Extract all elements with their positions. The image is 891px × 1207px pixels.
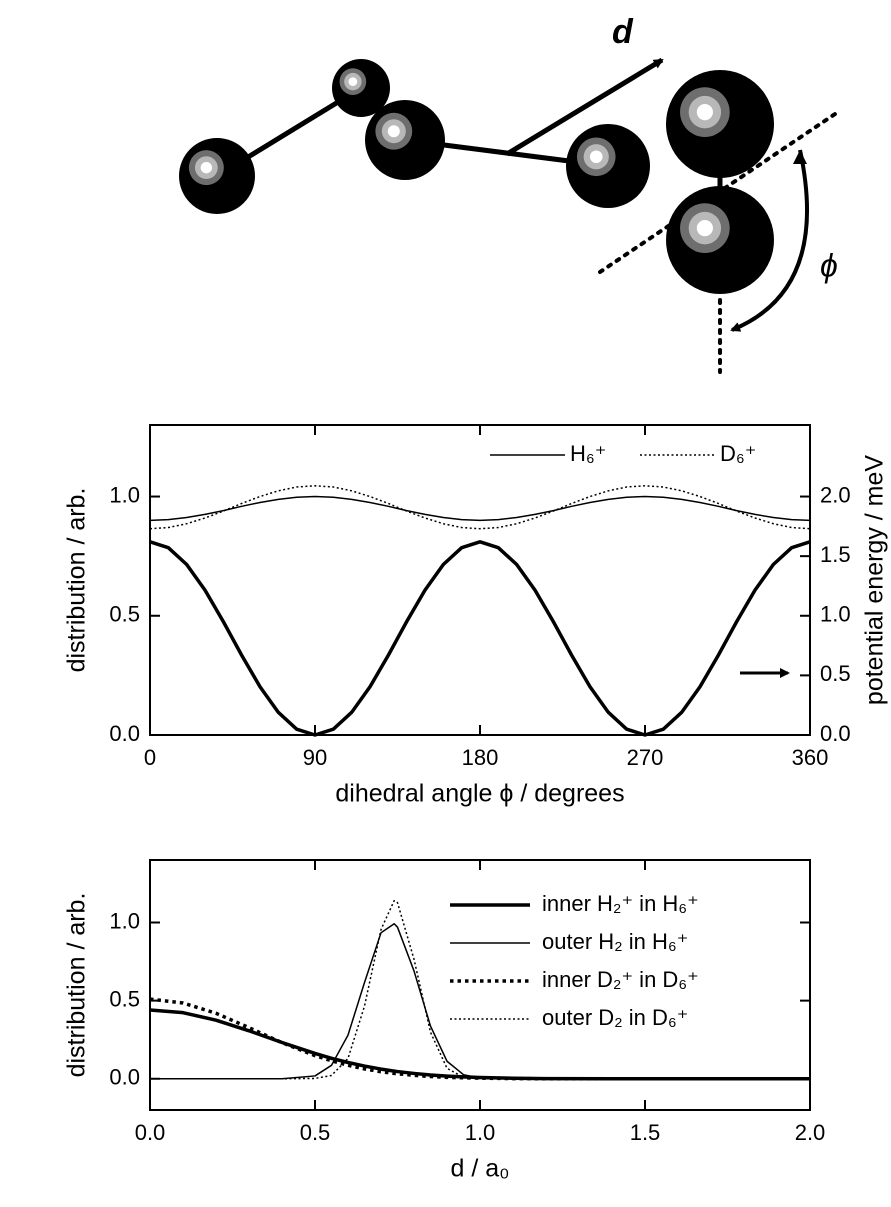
y-axis-label: distribution / arb. — [63, 488, 91, 673]
legend-label: outer H₂ in H₆⁺ — [542, 929, 688, 954]
y-tick-label: 0.5 — [109, 602, 140, 627]
legend-label: inner D₂⁺ in D₆⁺ — [542, 967, 699, 992]
y2-tick-label: 2.0 — [820, 482, 851, 507]
x-axis-label: d / a₀ — [450, 1155, 509, 1183]
x-tick-label: 0 — [144, 745, 156, 770]
atom-highlight — [696, 104, 713, 121]
legend-label: H₆⁺ — [570, 441, 606, 466]
x-tick-label: 0.0 — [135, 1120, 166, 1145]
x-tick-label: 1.5 — [630, 1120, 661, 1145]
y2-tick-label: 1.0 — [820, 602, 851, 627]
x-tick-label: 90 — [303, 745, 327, 770]
plot-frame — [149, 424, 811, 736]
x-tick-label: 1.0 — [465, 1120, 496, 1145]
x-tick-label: 270 — [627, 745, 664, 770]
y-tick-label: 0.0 — [109, 1065, 140, 1090]
vector-label: d — [612, 13, 634, 51]
x-tick-label: 360 — [792, 745, 829, 770]
y-tick-label: 1.0 — [109, 482, 140, 507]
y2-tick-label: 0.5 — [820, 661, 851, 686]
molecule-diagram: ϕ d — [179, 13, 840, 374]
atom-highlight — [348, 77, 358, 86]
y2-tick-label: 0.0 — [820, 721, 851, 746]
angle-label: ϕ — [820, 247, 838, 283]
x-tick-label: 180 — [462, 745, 499, 770]
legend-label: inner H₂⁺ in H₆⁺ — [542, 891, 699, 916]
atom-highlight — [200, 161, 213, 174]
plot-frame — [149, 859, 811, 1111]
x-axis-label: dihedral angle ϕ / degrees — [335, 780, 624, 808]
atom-highlight — [387, 125, 400, 138]
atom-highlight — [696, 220, 713, 237]
x-tick-label: 0.5 — [300, 1120, 331, 1145]
y-tick-label: 0.5 — [109, 986, 140, 1011]
angle-arrow — [730, 149, 809, 332]
y2-tick-label: 1.5 — [820, 542, 851, 567]
x-tick-label: 2.0 — [795, 1120, 826, 1145]
legend-label: outer D₂ in D₆⁺ — [542, 1005, 688, 1030]
data-line — [150, 899, 810, 1080]
legend-label: D₆⁺ — [720, 441, 756, 466]
data-line — [149, 997, 810, 1081]
data-line — [149, 485, 811, 530]
data-line — [149, 540, 811, 737]
y-axis-label: distribution / arb. — [63, 893, 91, 1078]
vector-arrow — [505, 57, 664, 157]
y2-axis-label: potential energy / meV — [861, 455, 889, 705]
y-tick-label: 0.0 — [109, 721, 140, 746]
atom-highlight — [589, 150, 603, 164]
data-line — [149, 1008, 810, 1081]
data-line — [150, 923, 810, 1080]
y-tick-label: 1.0 — [109, 908, 140, 933]
data-line — [149, 495, 811, 522]
arrow-head — [793, 150, 807, 164]
